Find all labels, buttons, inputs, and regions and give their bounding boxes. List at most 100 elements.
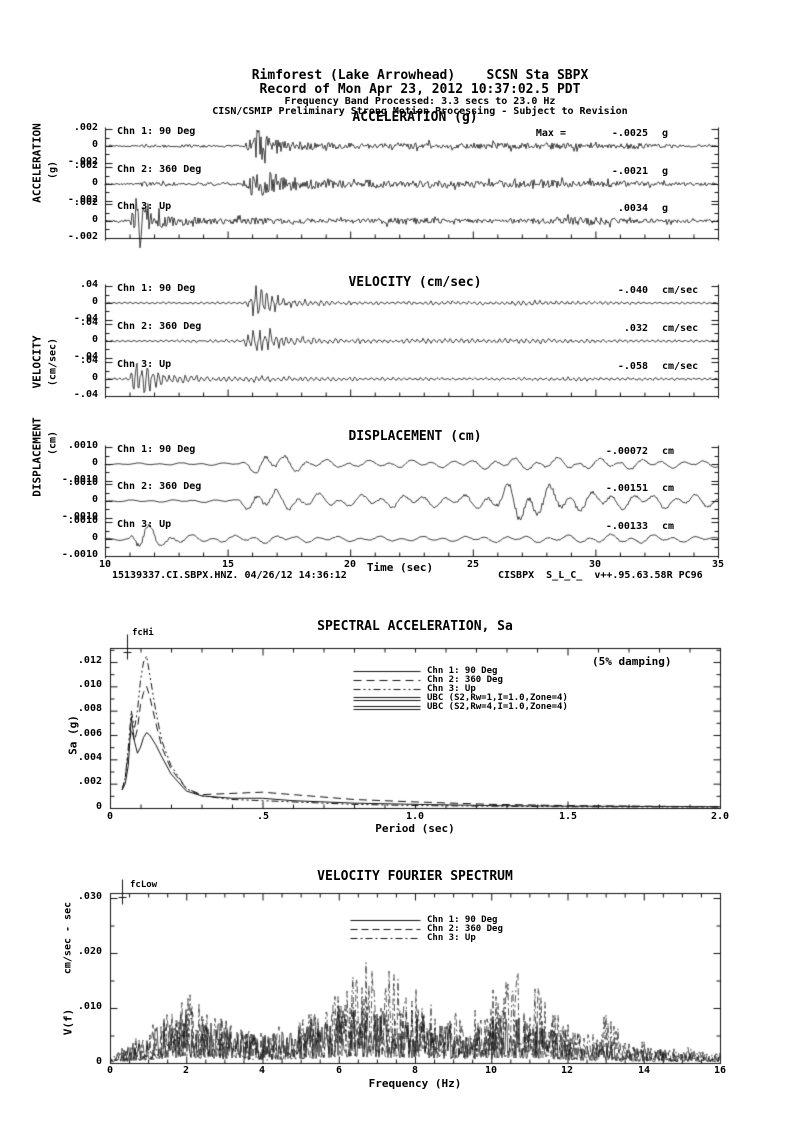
sa-tick-002: .002 bbox=[77, 776, 102, 787]
vel-ch2-scale-bottom: -.04 bbox=[73, 351, 98, 362]
record-date: Record of Mon Apr 23, 2012 10:37:02.5 PD… bbox=[259, 82, 581, 97]
sa-tick-012: .012 bbox=[77, 655, 102, 666]
vf-tick-030: .030 bbox=[77, 891, 102, 902]
vel-ch1-scale-zero: 0 bbox=[91, 296, 98, 307]
max-value: -.0021 bbox=[611, 166, 648, 177]
spectral-legend-ch1: Chn 1: 90 Deg bbox=[427, 666, 498, 676]
freq-tick-2: 2 bbox=[182, 1065, 190, 1076]
sa-tick-0: 0 bbox=[95, 801, 102, 812]
vel-ch2-max: .032 cm/sec bbox=[430, 323, 718, 334]
processing-note: CISN/CSMIP Preliminary Strong Motion Pro… bbox=[212, 106, 628, 117]
vel-ch3-label: Chn 3: Up bbox=[117, 359, 172, 370]
disp-ch3-scale-bottom: -.0010 bbox=[61, 549, 98, 560]
acc-ch2-scale-top: .002 bbox=[73, 160, 98, 171]
time-tick-15: 15 bbox=[221, 559, 235, 570]
fchi-annotation: fcHi bbox=[132, 628, 154, 638]
disp-ch2-scale-top: .0010 bbox=[67, 477, 98, 488]
freq-tick-10: 10 bbox=[484, 1065, 498, 1076]
period-tick-0: 0 bbox=[106, 811, 114, 822]
vf-axis-unit-label: cm/sec - sec bbox=[62, 901, 74, 975]
max-value: -.00072 bbox=[605, 446, 648, 457]
spectral-legend-ubc2: UBC (S2,Rw=4,I=1.0,Zone=4) bbox=[427, 702, 568, 712]
acc-ch3-scale-bottom: -.002 bbox=[67, 231, 98, 242]
vel-ch2-scale-top: .04 bbox=[79, 317, 98, 328]
vel-ch1-label: Chn 1: 90 Deg bbox=[117, 283, 196, 294]
vel-ch2-label: Chn 2: 360 Deg bbox=[117, 321, 202, 332]
max-unit: cm/sec bbox=[662, 323, 699, 334]
acc-ch3-scale-top: .002 bbox=[73, 197, 98, 208]
displacement-panel-title: DISPLACEMENT (cm) bbox=[348, 429, 482, 444]
max-value: .0034 bbox=[617, 203, 648, 214]
disp-ch2-label: Chn 2: 360 Deg bbox=[117, 481, 202, 492]
disp-ch2-scale-zero: 0 bbox=[91, 494, 98, 505]
disp-ch1-scale-zero: 0 bbox=[91, 457, 98, 468]
max-unit: cm/sec bbox=[662, 285, 699, 296]
acc-ch2-scale-zero: 0 bbox=[91, 177, 98, 188]
acc-ch1-scale-bottom: -.002 bbox=[67, 156, 98, 167]
vel-ch1-scale-bottom: -.04 bbox=[73, 313, 98, 324]
period-tick-15: 1.5 bbox=[558, 811, 578, 822]
time-tick-30: 30 bbox=[588, 559, 602, 570]
sa-axis-label: Sa (g) bbox=[66, 715, 80, 755]
acc-ch3-scale-zero: 0 bbox=[91, 214, 98, 225]
disp-ch3-scale-top: .0010 bbox=[67, 515, 98, 526]
disp-ch2-scale-bottom: -.0010 bbox=[61, 511, 98, 522]
vel-ch1-scale-top: .04 bbox=[79, 279, 98, 290]
freq-tick-16: 16 bbox=[713, 1065, 727, 1076]
disp-ch2-max: -.00151 cm bbox=[430, 483, 718, 494]
max-value: -.00151 bbox=[605, 483, 648, 494]
vel-ch3-max: -.058 cm/sec bbox=[430, 361, 718, 372]
max-value: -.0025 bbox=[611, 128, 648, 139]
fourier-legend-ch2: Chn 2: 360 Deg bbox=[427, 924, 503, 934]
time-tick-35: 35 bbox=[711, 559, 725, 570]
acc-ch2-scale-bottom: -.002 bbox=[67, 194, 98, 205]
vel-ch2-scale-zero: 0 bbox=[91, 334, 98, 345]
spectral-legend-ch2: Chn 2: 360 Deg bbox=[427, 675, 503, 685]
processing-code-footer: CISBPX S_L_C_ v++.95.63.58R PC96 bbox=[498, 570, 703, 581]
spectral-legend-ubc1: UBC (S2,Rw=1,I=1.0,Zone=4) bbox=[427, 693, 568, 703]
station-title: Rimforest (Lake Arrowhead) SCSN Sta SBPX bbox=[251, 68, 589, 83]
vel-ch3-scale-zero: 0 bbox=[91, 372, 98, 383]
disp-ch1-scale-bottom: -.0010 bbox=[61, 474, 98, 485]
acc-ch1-scale-zero: 0 bbox=[91, 139, 98, 150]
vel-ch3-scale-top: .04 bbox=[79, 355, 98, 366]
sa-tick-008: .008 bbox=[77, 703, 102, 714]
disp-ch3-scale-zero: 0 bbox=[91, 532, 98, 543]
fourier-title: VELOCITY FOURIER SPECTRUM bbox=[317, 869, 513, 884]
fclow-annotation: fcLow bbox=[130, 880, 158, 890]
acc-ch3-label: Chn 3: Up bbox=[117, 201, 172, 212]
acceleration-panel-title: ACCELERATION (g) bbox=[352, 110, 478, 125]
sa-tick-004: .004 bbox=[77, 752, 102, 763]
acc-ch1-scale-top: .002 bbox=[73, 122, 98, 133]
fourier-legend-ch3: Chn 3: Up bbox=[427, 933, 476, 943]
max-unit: cm bbox=[662, 483, 675, 494]
freq-tick-6: 6 bbox=[335, 1065, 343, 1076]
disp-ch3-label: Chn 3: Up bbox=[117, 519, 172, 530]
max-value: -.040 bbox=[617, 285, 648, 296]
time-axis-label: Time (sec) bbox=[366, 561, 434, 574]
record-id-footer: 15139337.CI.SBPX.HNZ. 04/26/12 14:36:12 bbox=[112, 570, 347, 581]
period-tick-05: .5 bbox=[256, 811, 270, 822]
freq-tick-14: 14 bbox=[637, 1065, 651, 1076]
vf-axis-label: V(f) bbox=[61, 1008, 75, 1036]
acc-ch2-max: -.0021 g bbox=[430, 166, 718, 177]
vf-tick-0: 0 bbox=[95, 1056, 102, 1067]
damping-note: (5% damping) bbox=[592, 655, 672, 668]
freq-tick-8: 8 bbox=[411, 1065, 419, 1076]
max-prefix: Max = bbox=[535, 128, 566, 139]
vf-tick-020: .020 bbox=[77, 946, 102, 957]
max-value: .032 bbox=[623, 323, 648, 334]
period-axis-label: Period (sec) bbox=[375, 822, 455, 835]
vel-ch1-max: -.040 cm/sec bbox=[430, 285, 718, 296]
frequency-axis-label: Frequency (Hz) bbox=[368, 1077, 462, 1090]
freq-tick-4: 4 bbox=[258, 1065, 266, 1076]
acc-ch3-max: .0034 g bbox=[430, 203, 718, 214]
acc-ch1-max: Max = -.0025 g bbox=[430, 128, 718, 139]
period-tick-20: 2.0 bbox=[710, 811, 730, 822]
disp-ch1-max: -.00072 cm bbox=[430, 446, 718, 457]
max-value: -.058 bbox=[617, 361, 648, 372]
disp-ch1-label: Chn 1: 90 Deg bbox=[117, 444, 196, 455]
freq-tick-12: 12 bbox=[560, 1065, 574, 1076]
